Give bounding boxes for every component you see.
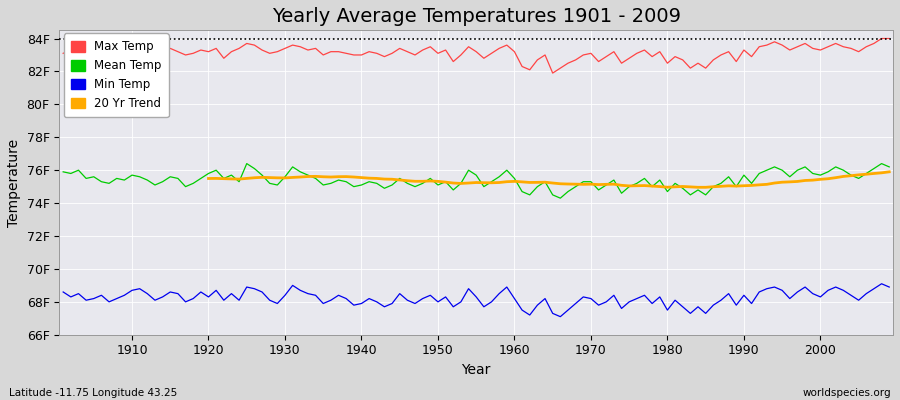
Text: worldspecies.org: worldspecies.org [803, 388, 891, 398]
X-axis label: Year: Year [462, 363, 490, 377]
Y-axis label: Temperature: Temperature [7, 138, 21, 226]
Text: Latitude -11.75 Longitude 43.25: Latitude -11.75 Longitude 43.25 [9, 388, 177, 398]
Title: Yearly Average Temperatures 1901 - 2009: Yearly Average Temperatures 1901 - 2009 [272, 7, 680, 26]
Legend: Max Temp, Mean Temp, Min Temp, 20 Yr Trend: Max Temp, Mean Temp, Min Temp, 20 Yr Tre… [64, 33, 168, 117]
